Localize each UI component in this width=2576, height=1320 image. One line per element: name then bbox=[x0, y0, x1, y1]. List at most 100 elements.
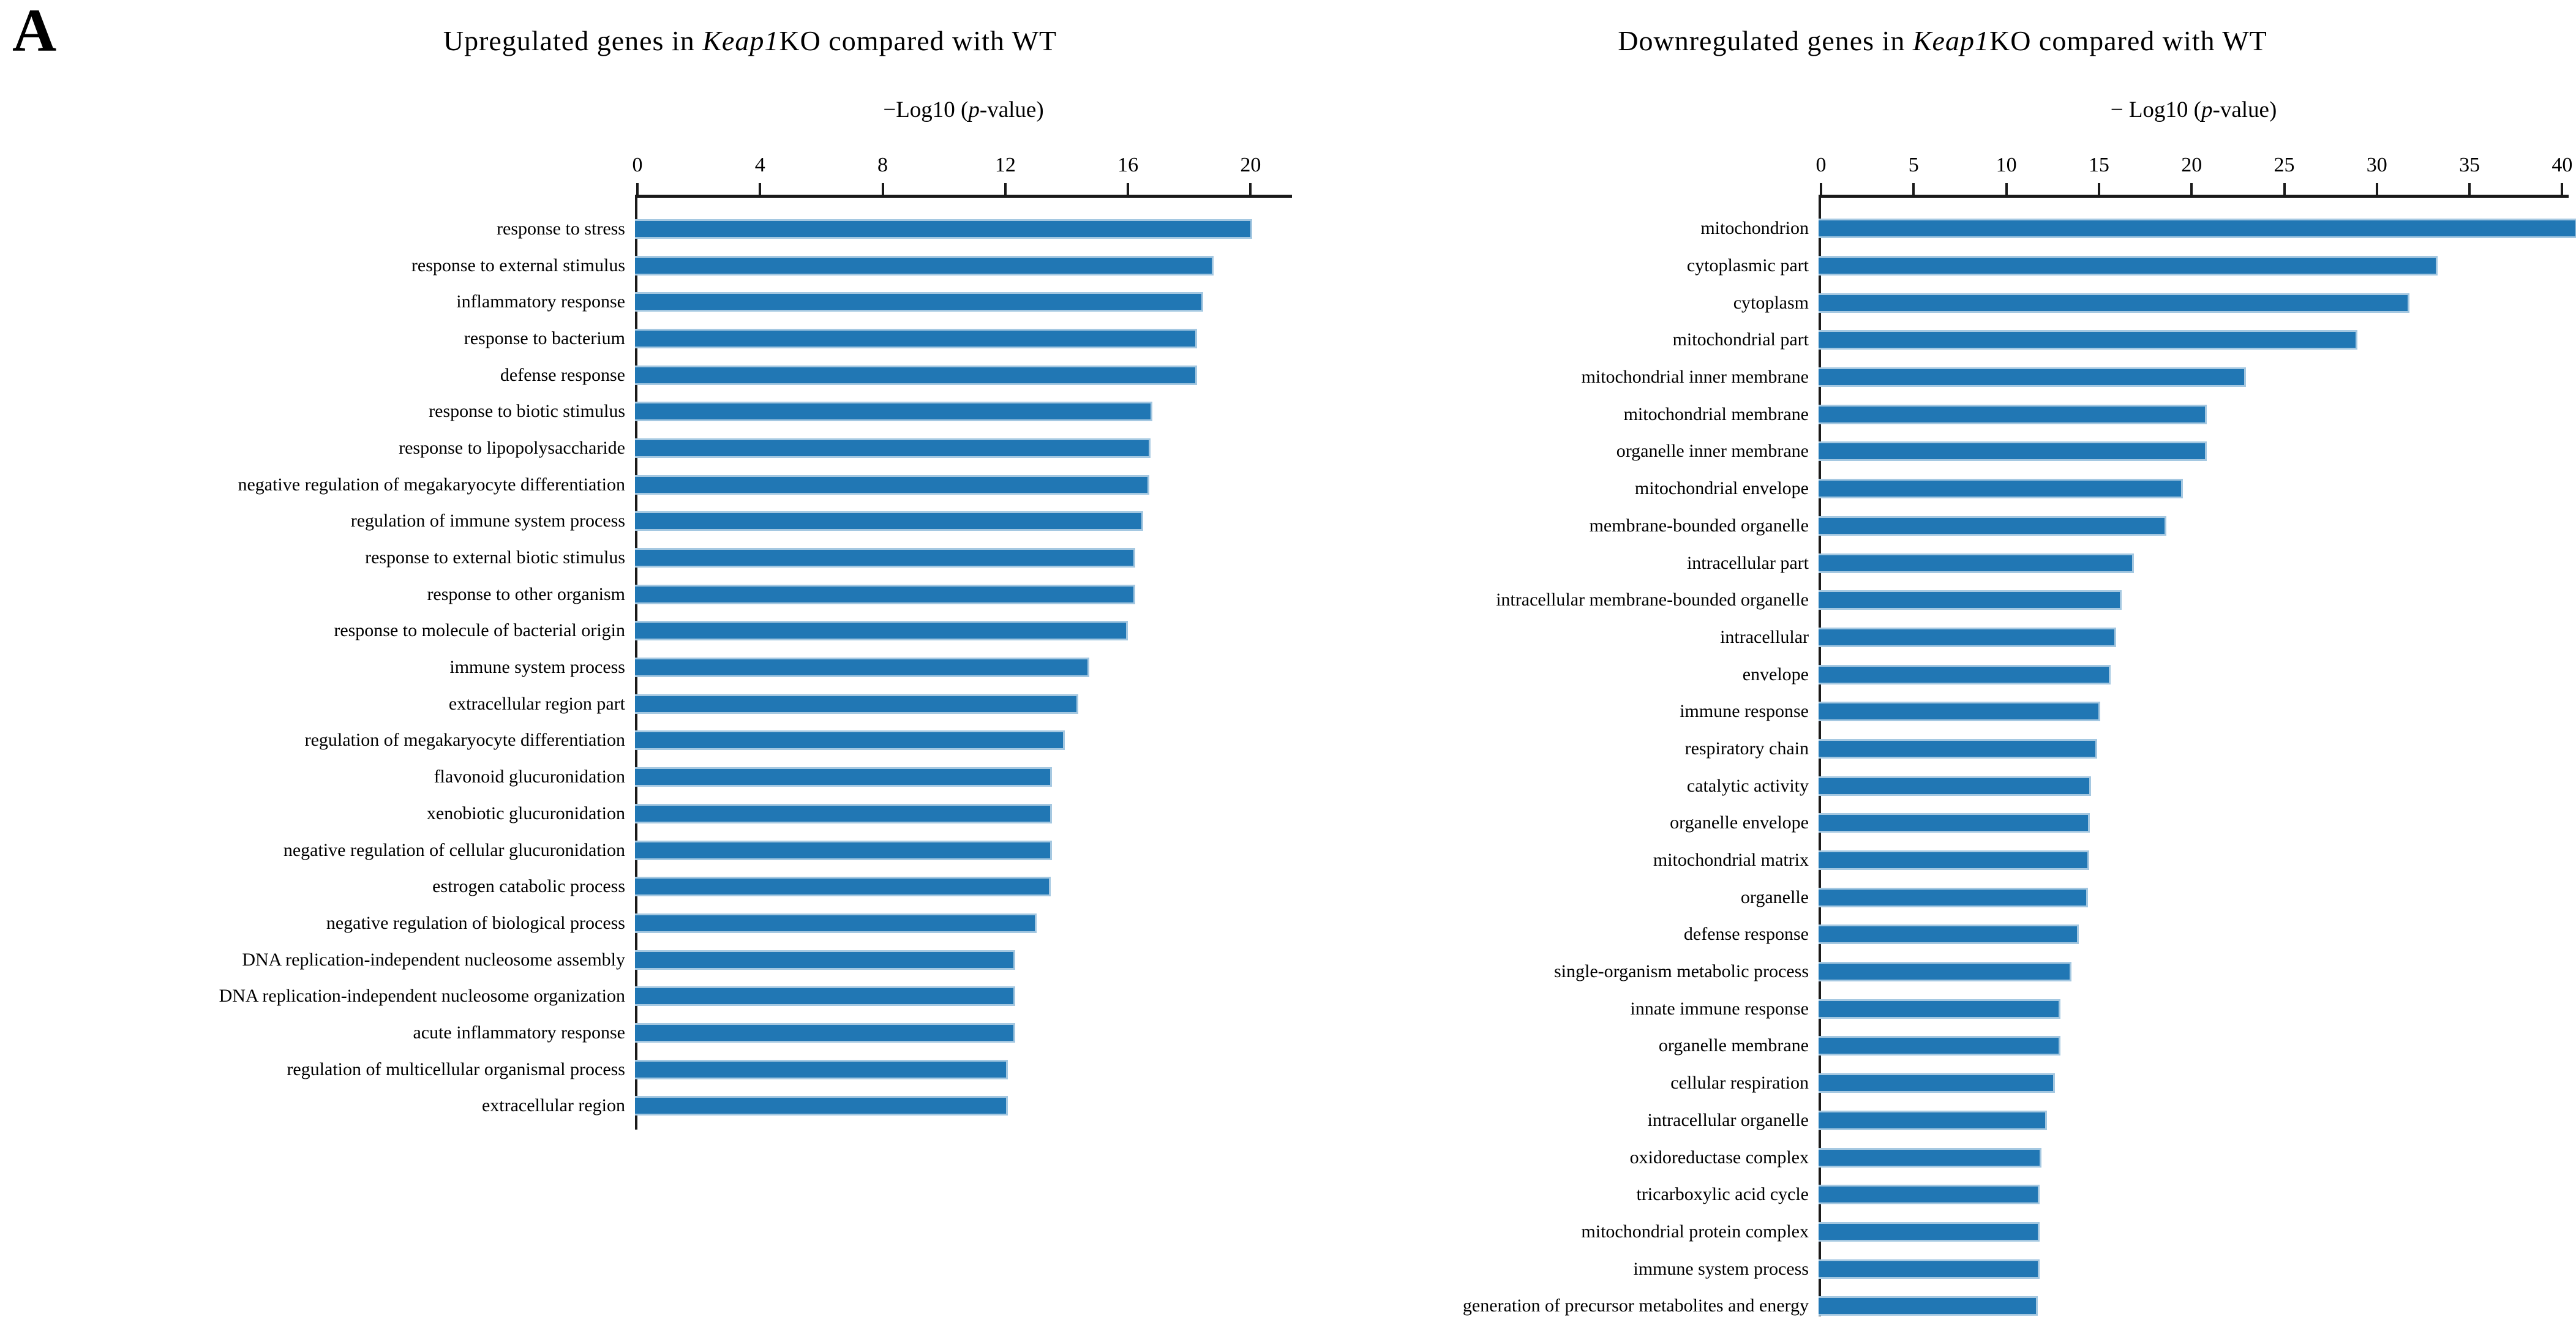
x-tick-mark bbox=[636, 183, 639, 198]
bar bbox=[635, 438, 1151, 458]
bar bbox=[635, 548, 1136, 568]
category-label: flavonoid glucuronidation bbox=[434, 767, 625, 787]
category-label: innate immune response bbox=[1630, 998, 1809, 1019]
bar-row: single-organism metabolic process bbox=[1316, 953, 2569, 991]
bar-track bbox=[635, 942, 1292, 978]
bar-row: DNA replication-independent nucleosome o… bbox=[208, 978, 1292, 1014]
bar bbox=[1819, 1221, 2040, 1242]
category-label: mitochondrion bbox=[1700, 218, 1809, 239]
x-tick-mark bbox=[2283, 183, 2286, 198]
bar-track bbox=[635, 357, 1292, 394]
category-label: response to stress bbox=[497, 218, 625, 239]
bar-row: cytoplasm bbox=[1316, 284, 2569, 321]
bar bbox=[635, 694, 1079, 714]
bar bbox=[1819, 293, 2410, 313]
category-label: regulation of megakaryocyte differentiat… bbox=[304, 730, 625, 751]
category-label: negative regulation of cellular glucuron… bbox=[283, 839, 625, 860]
bar bbox=[1819, 441, 2207, 462]
x-tick-mark bbox=[2190, 183, 2193, 198]
category-label: immune response bbox=[1680, 701, 1809, 722]
category-label: mitochondrial inner membrane bbox=[1581, 367, 1809, 388]
category-label: defense response bbox=[500, 364, 625, 385]
plot-frame: 0 5 10 15 20 25 30 35 40 bbox=[1816, 154, 2572, 1316]
bar bbox=[1819, 516, 2166, 536]
bar-track bbox=[635, 795, 1292, 832]
bar-row: defense response bbox=[1316, 916, 2569, 953]
bar-row: response to biotic stimulus bbox=[208, 393, 1292, 430]
bar-row: intracellular part bbox=[1316, 544, 2569, 582]
bar bbox=[635, 328, 1197, 348]
bar-track bbox=[1819, 433, 2569, 470]
bar-row: negative regulation of megakaryocyte dif… bbox=[208, 467, 1292, 503]
bar bbox=[1819, 404, 2207, 424]
bar-track bbox=[1819, 1027, 2569, 1065]
bar-track bbox=[1819, 990, 2569, 1027]
bar-track bbox=[635, 211, 1292, 247]
bar-track bbox=[1819, 1288, 2569, 1320]
bar-row: regulation of immune system process bbox=[208, 503, 1292, 540]
bar bbox=[635, 767, 1053, 787]
category-label: regulation of multicellular organismal p… bbox=[287, 1059, 625, 1079]
category-label: catalytic activity bbox=[1686, 775, 1809, 796]
bar bbox=[635, 803, 1053, 823]
category-label: membrane-bounded organelle bbox=[1589, 515, 1809, 536]
x-tick-label: 20 bbox=[2181, 154, 2202, 176]
category-label: mitochondrial matrix bbox=[1653, 850, 1809, 871]
bar-row: regulation of multicellular organismal p… bbox=[208, 1051, 1292, 1088]
bar bbox=[635, 474, 1149, 495]
bar bbox=[635, 877, 1051, 897]
bar-row: mitochondrial part bbox=[1316, 321, 2569, 359]
bar-track bbox=[635, 868, 1292, 905]
category-label: response to biotic stimulus bbox=[429, 401, 625, 422]
category-label: intracellular part bbox=[1686, 552, 1809, 573]
category-label: response to external stimulus bbox=[411, 255, 625, 276]
category-label: defense response bbox=[1683, 924, 1809, 945]
bar-row: xenobiotic glucuronidation bbox=[208, 795, 1292, 832]
category-label: single-organism metabolic process bbox=[1553, 961, 1809, 982]
bar bbox=[1819, 627, 2116, 647]
bar-row: envelope bbox=[1316, 656, 2569, 693]
bar-row: organelle membrane bbox=[1316, 1027, 2569, 1065]
x-axis-title-italic-p: p bbox=[2201, 97, 2213, 122]
x-tick-mark bbox=[2005, 183, 2008, 198]
bar-track bbox=[1819, 916, 2569, 953]
bar bbox=[635, 986, 1016, 1007]
x-tick-mark bbox=[881, 183, 884, 198]
category-label: negative regulation of megakaryocyte dif… bbox=[238, 474, 625, 495]
bar-track bbox=[635, 759, 1292, 795]
x-tick-label: 12 bbox=[994, 154, 1016, 176]
chart-title-prefix: Downregulated genes in bbox=[1618, 25, 1913, 56]
bar bbox=[1819, 999, 2060, 1019]
category-label: response to external biotic stimulus bbox=[365, 547, 625, 568]
category-label: mitochondrial membrane bbox=[1623, 403, 1809, 424]
bar-track bbox=[1819, 879, 2569, 916]
bar-row: response to bacterium bbox=[208, 320, 1292, 357]
bar-track bbox=[635, 649, 1292, 686]
bar-row: response to lipopolysaccharide bbox=[208, 430, 1292, 467]
bar bbox=[635, 255, 1214, 276]
bar-track bbox=[1819, 321, 2569, 359]
chart-title-suffix: KO compared with WT bbox=[779, 25, 1057, 56]
x-tick-label: 5 bbox=[1908, 154, 1919, 176]
category-label: response to molecule of bacterial origin bbox=[334, 620, 625, 641]
x-axis-title-italic-p: p bbox=[968, 97, 980, 122]
bar-row: mitochondrial matrix bbox=[1316, 842, 2569, 879]
chart-title-suffix: KO compared with WT bbox=[1989, 25, 2267, 56]
x-tick-label: 16 bbox=[1117, 154, 1139, 176]
bar-track bbox=[1819, 210, 2576, 247]
bar bbox=[635, 730, 1065, 751]
bar-track bbox=[1819, 656, 2569, 693]
x-axis-title-suffix: -value) bbox=[2212, 97, 2277, 122]
x-tick-label: 0 bbox=[632, 154, 643, 176]
x-tick-label: 20 bbox=[1240, 154, 1261, 176]
category-label: response to lipopolysaccharide bbox=[399, 437, 625, 458]
x-tick-mark bbox=[2561, 183, 2564, 198]
bar bbox=[1819, 590, 2122, 610]
bar bbox=[1819, 479, 2183, 499]
bar-row: acute inflammatory response bbox=[208, 1014, 1292, 1051]
bar-row: response to other organism bbox=[208, 576, 1292, 613]
bar bbox=[635, 292, 1203, 312]
bar-row: respiratory chain bbox=[1316, 730, 2569, 768]
bar bbox=[1819, 1296, 2038, 1316]
bar-track bbox=[635, 1014, 1292, 1051]
